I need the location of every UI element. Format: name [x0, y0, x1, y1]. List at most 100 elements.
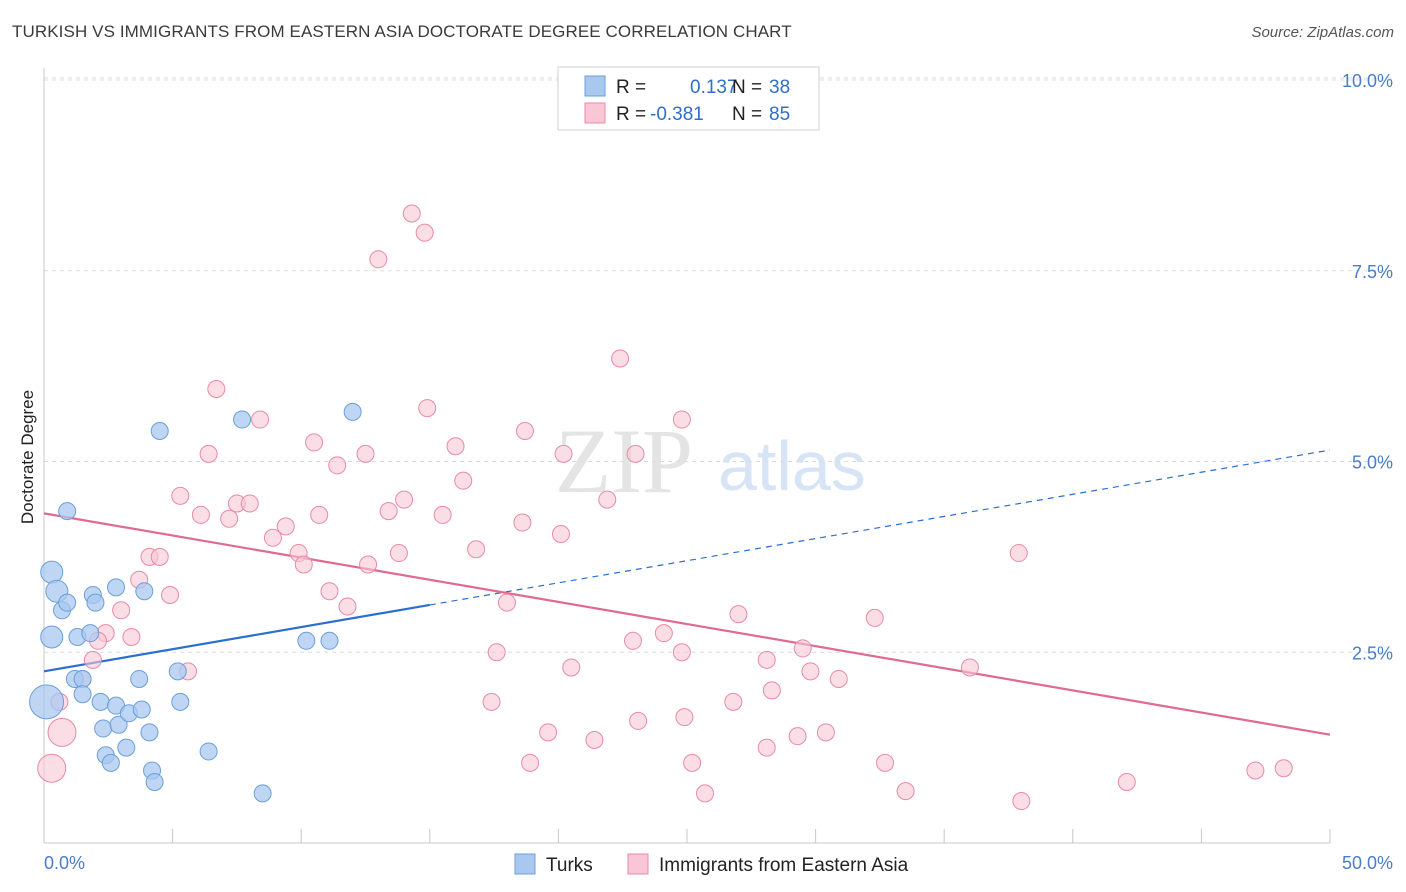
y-axis-label: Doctorate Degree	[18, 390, 37, 524]
bottom-legend-label-turks: Turks	[546, 855, 593, 876]
point-immigrants-42	[497, 593, 516, 612]
point-immigrants-81	[1117, 772, 1136, 791]
point-immigrants-68	[629, 711, 648, 730]
point-immigrants-56	[757, 650, 776, 669]
point-turks-22	[117, 738, 136, 757]
legend-n-label-2: N =	[732, 104, 762, 125]
point-immigrants-6	[251, 410, 270, 429]
point-turks-30	[343, 402, 362, 421]
legend-r-value-1: 0.137	[690, 77, 738, 98]
point-turks-0	[40, 560, 64, 584]
point-immigrants-63	[762, 681, 781, 700]
x-tick-label-0: 0.0%	[44, 853, 85, 873]
point-immigrants-13	[554, 444, 573, 463]
point-immigrants-48	[654, 624, 673, 643]
point-immigrants-16	[454, 471, 473, 490]
point-immigrants-84	[1012, 792, 1031, 811]
point-immigrants-1	[415, 223, 434, 242]
point-immigrants-30	[551, 524, 570, 543]
legend-n-value-1: 38	[769, 77, 790, 98]
point-immigrants-67	[675, 708, 694, 727]
point-immigrants-78	[37, 753, 67, 783]
point-immigrants-5	[418, 399, 437, 418]
point-immigrants-58	[960, 658, 979, 677]
point-immigrants-17	[171, 486, 190, 505]
point-immigrants-76	[683, 753, 702, 772]
trend-line-turks-extension	[429, 449, 1331, 606]
point-immigrants-65	[724, 692, 743, 711]
point-turks-7	[86, 593, 105, 612]
point-immigrants-62	[829, 669, 848, 688]
bottom-legend-label-immigrants: Immigrants from Eastern Asia	[659, 855, 909, 876]
point-immigrants-72	[585, 730, 604, 749]
point-immigrants-20	[379, 502, 398, 521]
trend-line-immigrants	[43, 512, 1331, 736]
y-tick-label-3: 10.0%	[1342, 71, 1393, 91]
trend-lines	[43, 449, 1331, 736]
point-immigrants-31	[467, 540, 486, 559]
x-tick-label-1: 50.0%	[1342, 853, 1393, 873]
point-immigrants-52	[83, 650, 102, 669]
point-immigrants-43	[338, 597, 357, 616]
point-turks-10	[73, 669, 92, 688]
point-immigrants-36	[359, 555, 378, 574]
point-immigrants-37	[294, 555, 313, 574]
point-immigrants-38	[1009, 544, 1028, 563]
point-immigrants-29	[263, 528, 282, 547]
point-immigrants-12	[515, 421, 534, 440]
point-turks-34	[253, 784, 272, 803]
point-immigrants-75	[521, 753, 540, 772]
bottom-legend: Turks Immigrants from Eastern Asia	[514, 853, 909, 876]
point-turks-11	[73, 685, 92, 704]
point-immigrants-0	[402, 204, 421, 223]
legend-r-label-2: R =	[616, 104, 646, 125]
point-immigrants-45	[729, 605, 748, 624]
point-turks-29	[233, 410, 252, 429]
point-immigrants-59	[801, 662, 820, 681]
point-immigrants-21	[433, 505, 452, 524]
point-immigrants-8	[305, 433, 324, 452]
point-immigrants-28	[276, 517, 295, 536]
y-tick-label-2: 7.5%	[1352, 262, 1393, 282]
point-turks-4	[40, 625, 64, 649]
point-turks-27	[135, 582, 154, 601]
legend-n-label-1: N =	[732, 77, 762, 98]
y-tick-label-0: 2.5%	[1352, 643, 1393, 663]
point-immigrants-53	[793, 639, 812, 658]
point-immigrants-57	[562, 658, 581, 677]
bottom-legend-swatch-immigrants	[627, 853, 649, 875]
y-tick-label-1: 5.0%	[1352, 453, 1393, 473]
trend-line-turks	[43, 603, 430, 673]
point-turks-15	[109, 715, 128, 734]
point-immigrants-70	[816, 723, 835, 742]
legend-swatch-turks	[584, 75, 606, 97]
point-turks-12	[58, 502, 77, 521]
legend-r-value-2: -0.381	[650, 104, 704, 125]
point-immigrants-35	[150, 547, 169, 566]
point-immigrants-74	[757, 738, 776, 757]
point-turks-18	[132, 700, 151, 719]
data-points	[29, 204, 1293, 811]
point-immigrants-71	[788, 727, 807, 746]
point-immigrants-73	[47, 717, 77, 747]
legend-swatch-immigrants	[584, 102, 606, 124]
point-immigrants-23	[310, 505, 329, 524]
point-turks-28	[150, 421, 169, 440]
point-immigrants-22	[191, 505, 210, 524]
point-immigrants-41	[320, 582, 339, 601]
bottom-legend-swatch-turks	[514, 853, 536, 875]
point-turks-37	[29, 684, 65, 720]
point-immigrants-64	[482, 692, 501, 711]
point-turks-36	[320, 631, 339, 650]
point-turks-35	[297, 631, 316, 650]
legend-n-value-2: 85	[769, 104, 790, 125]
point-turks-26	[107, 578, 126, 597]
point-turks-32	[171, 692, 190, 711]
point-immigrants-77	[876, 753, 895, 772]
watermark-atlas: atlas	[718, 427, 866, 505]
point-immigrants-3	[611, 349, 630, 368]
point-immigrants-82	[696, 784, 715, 803]
point-immigrants-25	[598, 490, 617, 509]
point-turks-25	[130, 669, 149, 688]
